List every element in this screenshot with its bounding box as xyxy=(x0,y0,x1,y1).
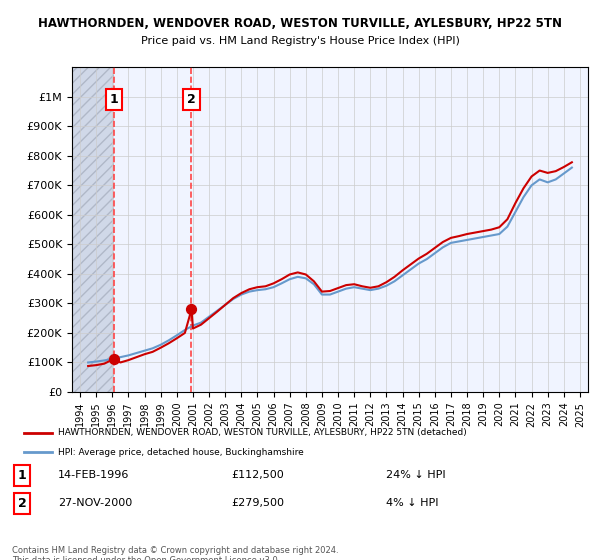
Bar xyxy=(72,67,114,392)
Text: £112,500: £112,500 xyxy=(231,470,284,480)
Text: Price paid vs. HM Land Registry's House Price Index (HPI): Price paid vs. HM Land Registry's House … xyxy=(140,36,460,46)
Text: 24% ↓ HPI: 24% ↓ HPI xyxy=(386,470,446,480)
Point xyxy=(187,305,196,314)
Text: £279,500: £279,500 xyxy=(231,498,284,508)
Text: 1: 1 xyxy=(110,93,119,106)
Text: 4% ↓ HPI: 4% ↓ HPI xyxy=(386,498,439,508)
Text: HAWTHORNDEN, WENDOVER ROAD, WESTON TURVILLE, AYLESBURY, HP22 5TN: HAWTHORNDEN, WENDOVER ROAD, WESTON TURVI… xyxy=(38,17,562,30)
Text: 2: 2 xyxy=(18,497,26,510)
Text: Contains HM Land Registry data © Crown copyright and database right 2024.
This d: Contains HM Land Registry data © Crown c… xyxy=(12,546,338,560)
Text: 2: 2 xyxy=(187,93,196,106)
Text: 1: 1 xyxy=(18,469,26,482)
Text: 27-NOV-2000: 27-NOV-2000 xyxy=(58,498,133,508)
Text: 14-FEB-1996: 14-FEB-1996 xyxy=(58,470,130,480)
Point xyxy=(109,354,119,363)
Text: HAWTHORNDEN, WENDOVER ROAD, WESTON TURVILLE, AYLESBURY, HP22 5TN (detached): HAWTHORNDEN, WENDOVER ROAD, WESTON TURVI… xyxy=(58,428,467,437)
Text: HPI: Average price, detached house, Buckinghamshire: HPI: Average price, detached house, Buck… xyxy=(58,447,304,457)
